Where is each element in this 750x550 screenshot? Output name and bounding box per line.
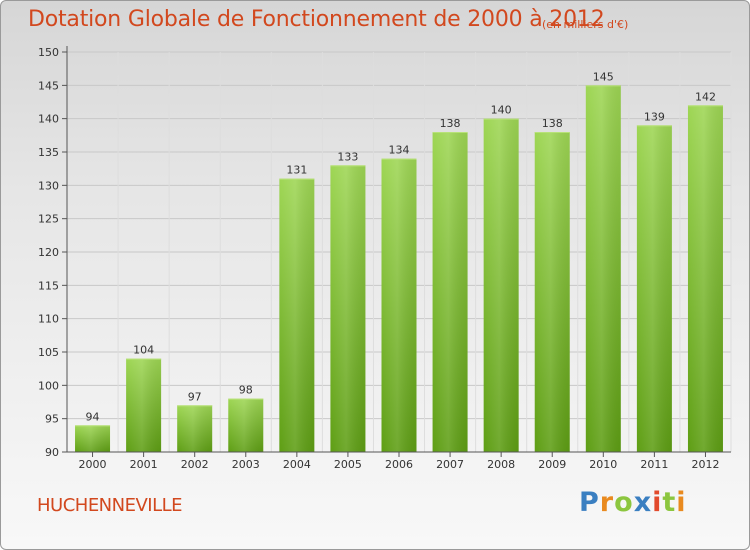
bar-highlight	[534, 132, 570, 452]
x-tick-label: 2012	[691, 458, 719, 471]
y-tick-label: 135	[38, 146, 59, 159]
x-tick-label: 2009	[538, 458, 566, 471]
x-tick-label: 2001	[130, 458, 158, 471]
x-tick-label: 2011	[640, 458, 668, 471]
logo-letter: i	[652, 487, 663, 518]
axes: 90 95 100 105 110 115 120 125 130 135 140 145 150 200…	[38, 46, 731, 471]
bar-value-label: 94	[86, 410, 100, 423]
chart-subtitle: (en milliers d'€)	[542, 18, 629, 31]
y-tick-label: 105	[38, 346, 59, 359]
y-tick-label: 95	[45, 413, 59, 426]
commune-name: HUCHENNEVILLE	[37, 495, 183, 516]
y-tick-label: 125	[38, 213, 59, 226]
bar-highlight	[687, 105, 723, 452]
chart-title: Dotation Globale de Fonctionnement de 20…	[28, 7, 605, 32]
logo-letter: i	[676, 487, 687, 518]
x-tick-label: 2004	[283, 458, 311, 471]
bar-value-label: 104	[133, 344, 154, 357]
logo-letter: x	[633, 487, 653, 518]
bar-highlight	[432, 132, 468, 452]
bar-value-label: 133	[337, 150, 358, 163]
bar-highlight	[483, 118, 519, 453]
y-tick-label: 110	[38, 313, 59, 326]
y-tick-label: 115	[38, 279, 59, 292]
bars: 94 104 97 98 131 133 134 138 140 138 145 139 142	[75, 70, 723, 453]
bar-highlight	[177, 405, 213, 452]
y-tick-label: 140	[38, 113, 59, 126]
bar-value-label: 140	[491, 104, 512, 117]
bar-highlight	[126, 358, 162, 452]
x-tick-label: 2007	[436, 458, 464, 471]
logo-letter: t	[662, 487, 677, 518]
y-tick-label: 145	[38, 79, 59, 92]
bar-value-label: 131	[286, 164, 307, 177]
bar-value-label: 98	[239, 384, 253, 397]
logo-letter: r	[599, 487, 615, 518]
bar-highlight	[228, 398, 264, 452]
y-tick-label: 90	[45, 446, 59, 459]
y-tick-label: 130	[38, 179, 59, 192]
bar-value-label: 138	[440, 117, 461, 130]
bar-highlight	[636, 125, 672, 452]
x-tick-label: 2000	[79, 458, 107, 471]
bar-highlight	[585, 85, 621, 452]
bar-value-label: 97	[188, 390, 202, 403]
y-tick-label: 100	[38, 379, 59, 392]
bar-value-label: 145	[593, 70, 614, 83]
logo-letter: o	[614, 487, 634, 518]
x-tick-label: 2006	[385, 458, 413, 471]
x-tick-label: 2010	[589, 458, 617, 471]
x-tick-label: 2003	[232, 458, 260, 471]
logo-letter: P	[579, 487, 600, 518]
x-tick-label: 2008	[487, 458, 515, 471]
bar-value-label: 139	[644, 110, 665, 123]
bar-highlight	[330, 165, 366, 453]
y-tick-label: 150	[38, 46, 59, 59]
y-tick-label: 120	[38, 246, 59, 259]
bar-value-label: 134	[389, 144, 410, 157]
bar-value-label: 138	[542, 117, 563, 130]
bar-highlight	[381, 158, 417, 452]
bar-highlight	[75, 425, 111, 452]
proxiti-logo: Proxiti	[579, 487, 687, 518]
x-tick-label: 2002	[181, 458, 209, 471]
x-tick-label: 2005	[334, 458, 362, 471]
bar-value-label: 142	[695, 90, 716, 103]
bar-highlight	[279, 178, 315, 452]
